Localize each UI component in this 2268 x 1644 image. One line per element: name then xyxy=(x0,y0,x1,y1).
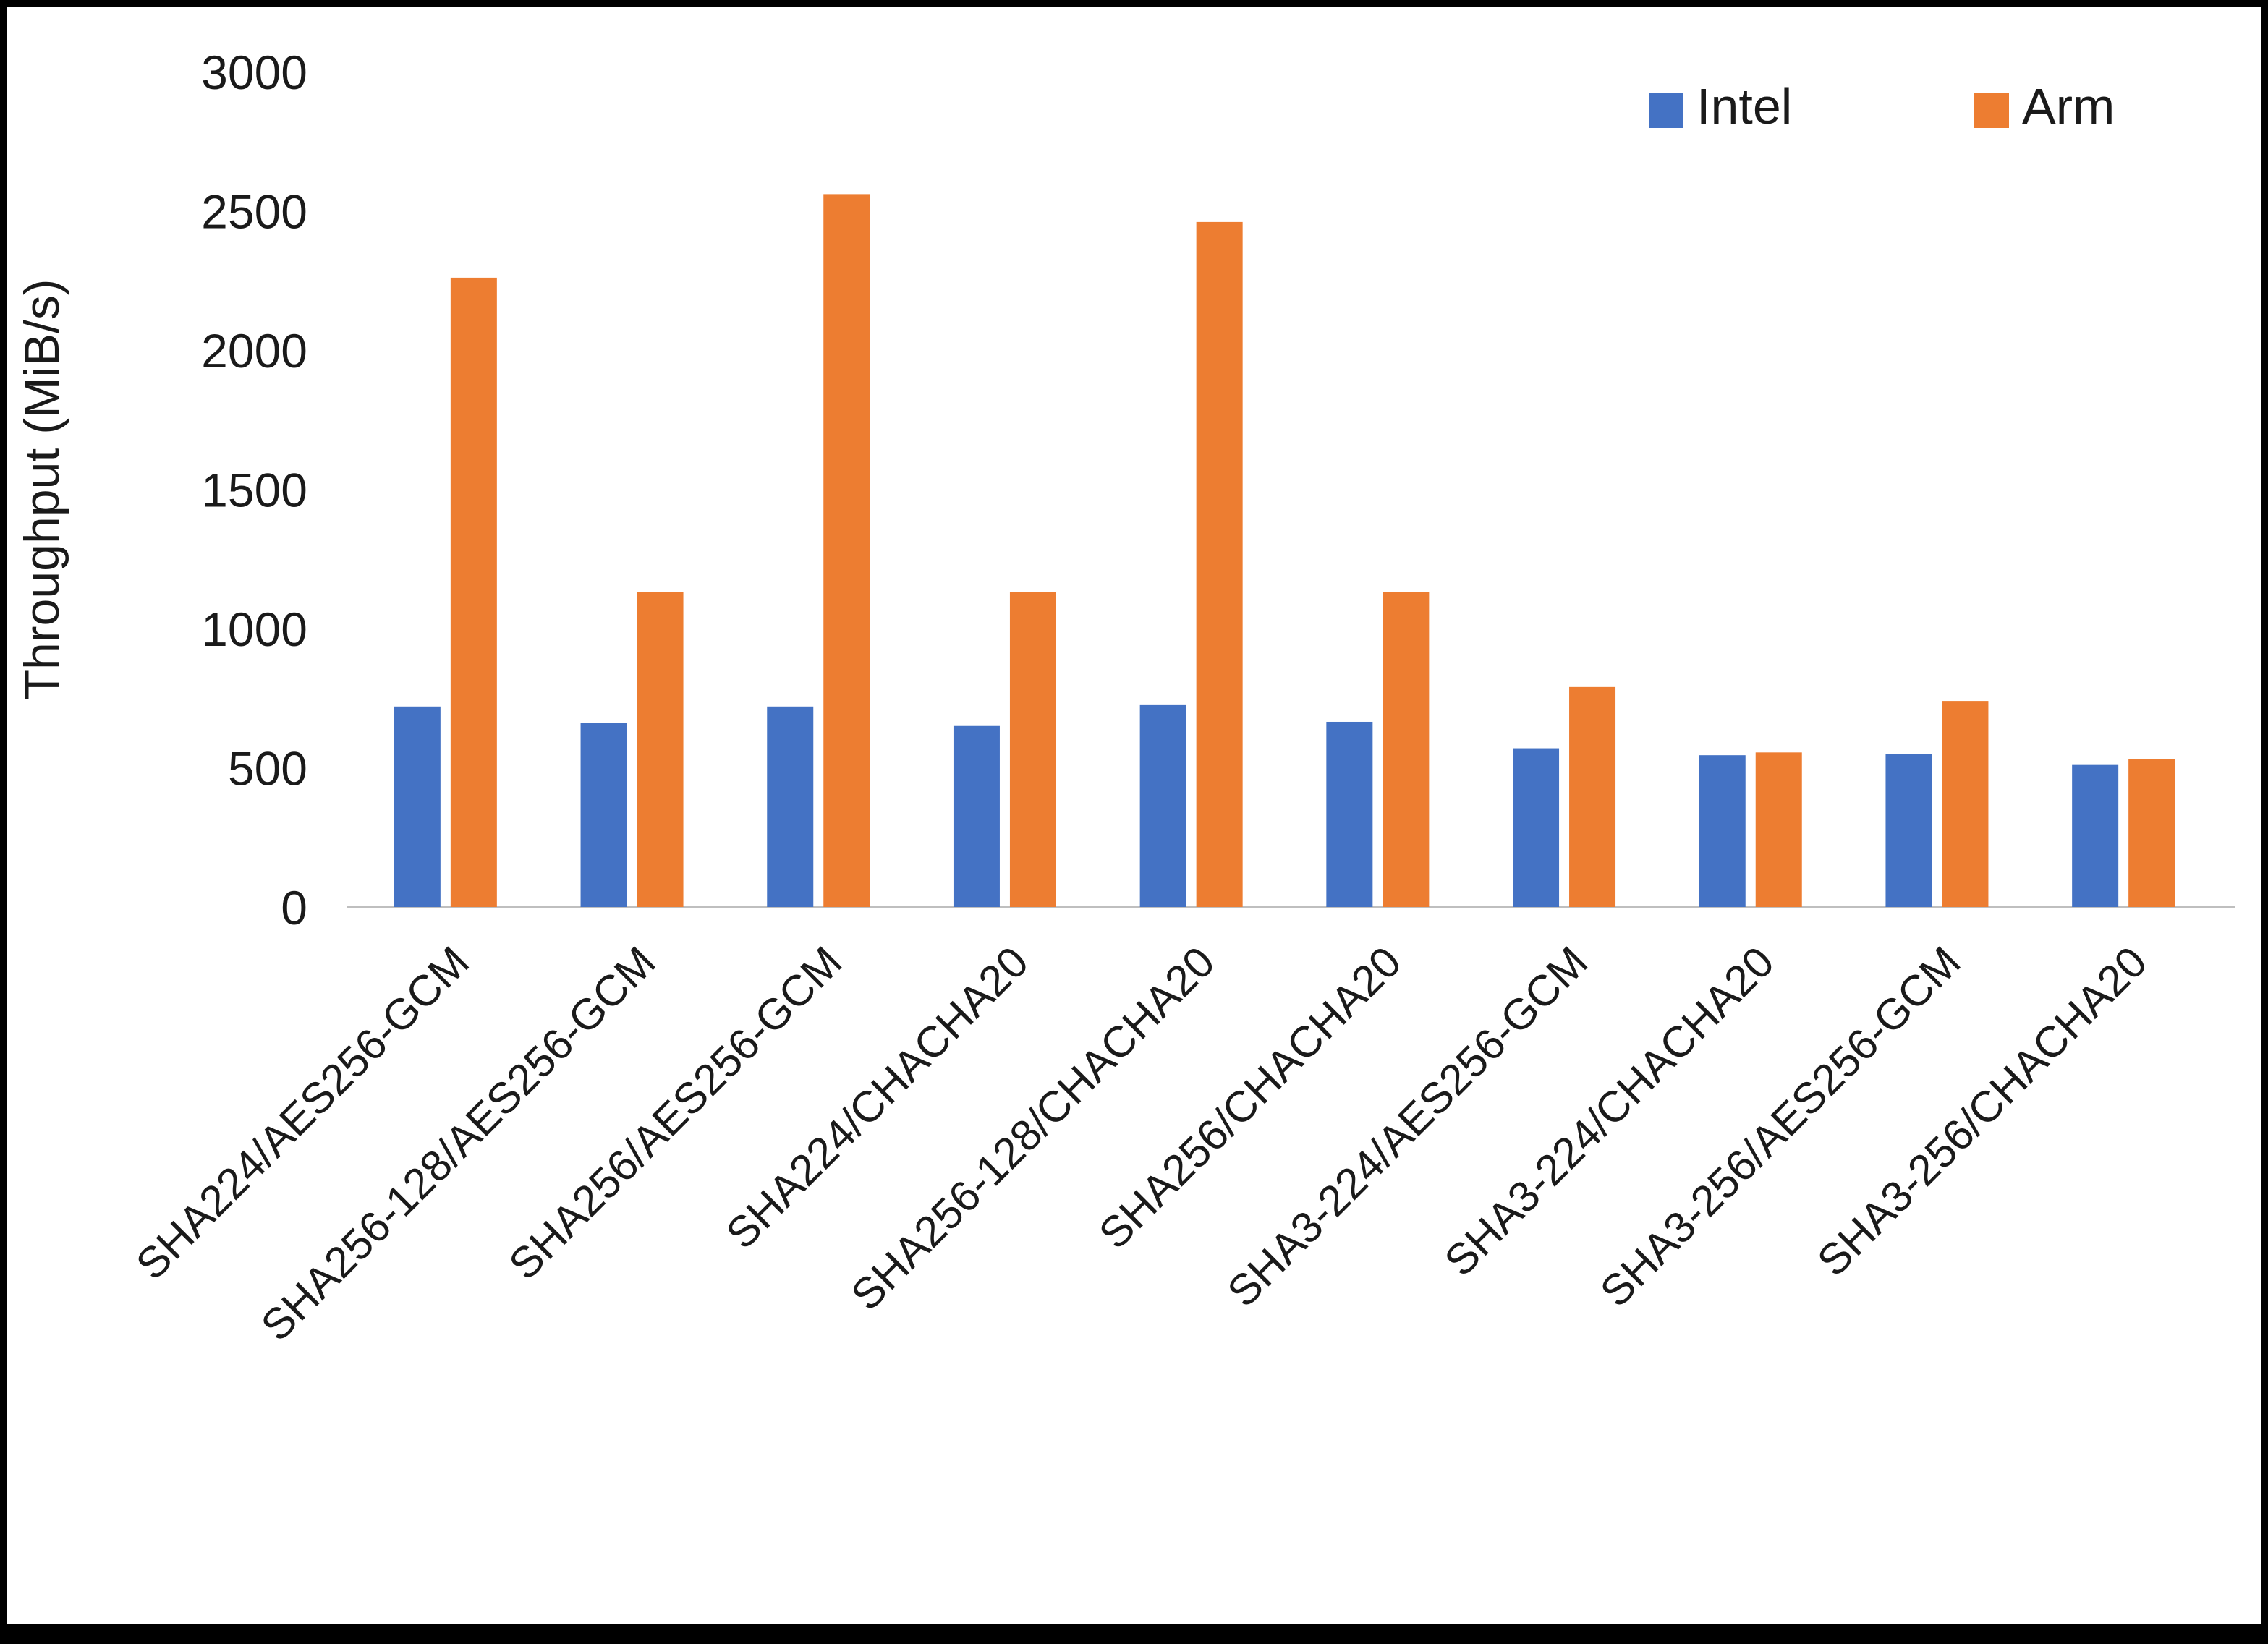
x-category-label: SHA3-256/AES256-GCM xyxy=(1591,937,1970,1316)
x-category-label: SHA3-256/CHACHA20 xyxy=(1808,937,2156,1285)
legend-item-arm: Arm xyxy=(1974,78,2115,135)
legend-item-intel: Intel xyxy=(1649,78,1792,135)
y-tick-label: 500 xyxy=(228,742,307,796)
y-tick-label: 0 xyxy=(281,881,307,934)
bar-intel xyxy=(2072,764,2119,907)
y-tick-label: 1500 xyxy=(201,464,307,517)
legend-label-intel: Intel xyxy=(1696,78,1792,135)
bar-arm xyxy=(2128,759,2175,907)
x-category-label: SHA256/CHACHA20 xyxy=(1090,937,1411,1258)
bar-arm xyxy=(823,194,870,907)
y-tick-label: 2000 xyxy=(201,324,307,378)
bar-intel xyxy=(1885,754,1932,907)
x-category-label: SHA3-224/CHACHA20 xyxy=(1435,937,1783,1285)
bar-intel xyxy=(1699,755,1746,907)
x-category-label: SHA256-128/AES256-GCM xyxy=(252,937,665,1350)
y-tick-label: 1000 xyxy=(201,602,307,656)
x-category-label: SHA224/CHACHA20 xyxy=(717,937,1038,1258)
x-category-label: SHA256-128/CHACHA20 xyxy=(841,937,1223,1319)
bar-chart: 0 500 1000 1500 2000 2500 3000 Throughput (MiB/… xyxy=(14,46,2235,1350)
bar-intel xyxy=(1513,748,1560,907)
x-category-label: SHA224/AES256-GCM xyxy=(127,937,478,1289)
bar-arm xyxy=(1196,221,1243,907)
x-category-label: SHA256/AES256-GCM xyxy=(499,937,851,1289)
y-tick-label: 3000 xyxy=(201,46,307,99)
bar-arm xyxy=(1009,592,1056,907)
y-axis-title: Throughput (MiB/s) xyxy=(14,279,69,700)
bar-arm xyxy=(450,277,497,907)
bar-arm xyxy=(1383,592,1430,907)
y-tick-label: 2500 xyxy=(201,185,307,239)
bar-intel xyxy=(394,706,441,907)
bar-intel xyxy=(767,706,814,907)
bar-arm xyxy=(1755,752,1802,907)
bar-intel xyxy=(1139,704,1186,907)
bar-intel xyxy=(953,725,1000,907)
bar-intel xyxy=(1326,721,1373,907)
legend-label-arm: Arm xyxy=(2022,78,2115,135)
bar-arm xyxy=(1942,701,1989,907)
legend-swatch-arm xyxy=(1974,93,2009,128)
bar-arm xyxy=(637,592,684,907)
legend-swatch-intel xyxy=(1649,93,1683,128)
x-category-label: SHA3-224/AES256-GCM xyxy=(1218,937,1597,1316)
bar-arm xyxy=(1569,686,1616,907)
bar-intel xyxy=(580,723,627,907)
